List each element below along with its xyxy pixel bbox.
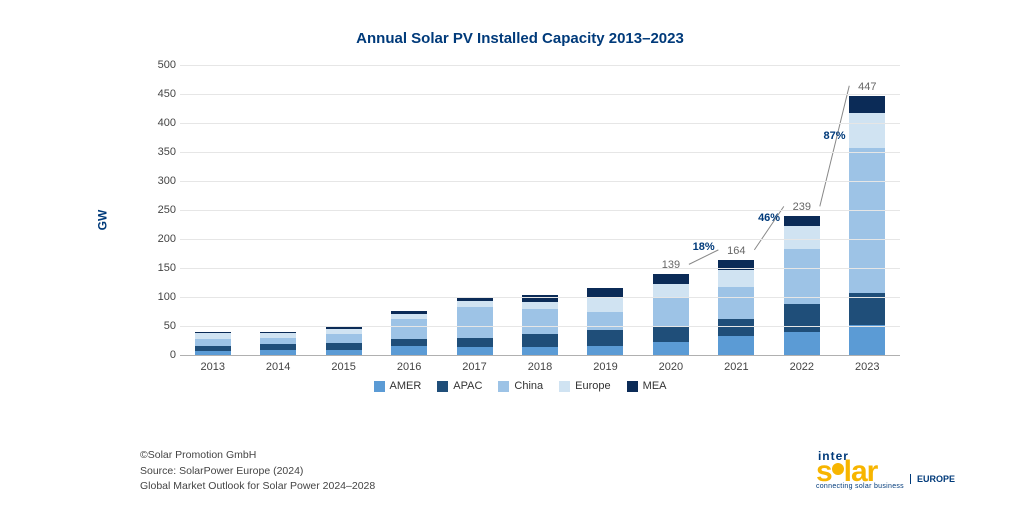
bar-2020: 2020139 [653,274,689,355]
bar-total-label: 139 [662,259,680,271]
seg-China [718,287,754,319]
seg-AMER [587,346,623,355]
growth-label: 87% [824,130,846,142]
seg-Europe [784,226,820,249]
plot-area: 2013201420152016201720182019202013920211… [180,65,900,356]
xtick-label: 2020 [659,361,683,373]
seg-MEA [522,295,558,302]
legend-swatch [498,381,509,392]
logo-tagline: connecting solar business [816,483,904,490]
bar-total-label: 447 [858,81,876,93]
seg-APAC [457,338,493,347]
bar-2022: 2022239 [784,216,820,355]
seg-AMER [849,325,885,355]
seg-AMER [653,342,689,355]
seg-AMER [718,336,754,355]
xtick-label: 2018 [528,361,552,373]
seg-China [849,148,885,293]
seg-APAC [784,304,820,332]
bar-2013: 2013 [195,332,231,355]
seg-AMER [260,350,296,355]
logo-line2: slar [816,461,904,482]
bar-2015: 2015 [326,326,362,355]
xtick-label: 2015 [331,361,355,373]
chart-container: Annual Solar PV Installed Capacity 2013–… [140,30,900,410]
seg-Europe [522,302,558,309]
bar-2018: 2018 [522,295,558,355]
bar-2021: 2021164 [718,260,754,355]
legend-item-AMER: AMER [374,380,422,392]
seg-APAC [522,334,558,347]
footer-line2: Source: SolarPower Europe (2024) [140,464,375,479]
logo-region: EUROPE [910,474,955,484]
seg-Europe [718,270,754,287]
legend-swatch [437,381,448,392]
seg-China [653,298,689,326]
chart-title: Annual Solar PV Installed Capacity 2013–… [140,30,900,47]
sun-icon [832,463,844,475]
seg-AMER [195,351,231,355]
seg-Europe [587,298,623,312]
seg-Europe [653,284,689,299]
footer-credits: ©Solar Promotion GmbH Source: SolarPower… [140,448,375,494]
seg-AMER [457,347,493,355]
xtick-label: 2017 [462,361,486,373]
legend-swatch [627,381,638,392]
legend-swatch [374,381,385,392]
intersolar-logo: inter slar connecting solar business EUR… [816,449,904,490]
legend-swatch [559,381,570,392]
seg-APAC [326,343,362,350]
seg-AMER [784,332,820,355]
seg-Europe [849,113,885,148]
seg-China [522,309,558,335]
legend: AMER APAC China Europe MEA [140,380,900,392]
xtick-label: 2013 [200,361,224,373]
seg-China [326,334,362,343]
footer-line1: ©Solar Promotion GmbH [140,448,375,463]
seg-MEA [653,274,689,283]
seg-China [391,319,427,339]
growth-label: 46% [758,212,780,224]
legend-item-MEA: MEA [627,380,667,392]
xtick-label: 2021 [724,361,748,373]
seg-APAC [391,339,427,346]
footer-line3: Global Market Outlook for Solar Power 20… [140,479,375,494]
seg-China [784,249,820,304]
xtick-label: 2019 [593,361,617,373]
legend-item-APAC: APAC [437,380,482,392]
seg-AMER [391,346,427,355]
seg-AMER [522,347,558,355]
y-axis-label: GW [95,210,109,231]
bar-total-label: 239 [793,201,811,213]
seg-APAC [718,319,754,336]
xtick-label: 2016 [397,361,421,373]
bar-2014: 2014 [260,332,296,355]
bar-total-label: 164 [727,245,745,257]
bar-2023: 2023447 [849,96,885,355]
seg-China [457,307,493,338]
seg-APAC [587,330,623,346]
legend-item-Europe: Europe [559,380,610,392]
bar-2016: 2016 [391,311,427,355]
xtick-label: 2023 [855,361,879,373]
legend-item-China: China [498,380,543,392]
seg-China [195,339,231,346]
growth-label: 18% [693,241,715,253]
seg-MEA [784,216,820,225]
xtick-label: 2014 [266,361,290,373]
xtick-label: 2022 [790,361,814,373]
seg-APAC [653,326,689,342]
seg-MEA [849,96,885,113]
seg-AMER [326,350,362,355]
